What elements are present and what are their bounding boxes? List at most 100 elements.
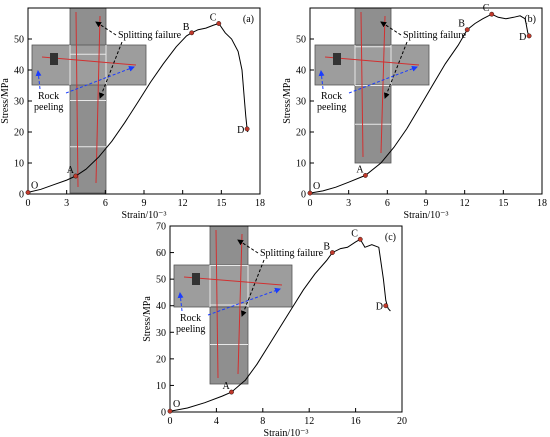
annotation-splitting-failure: Splitting failure bbox=[260, 248, 324, 259]
y-tick-label: 40 bbox=[156, 301, 166, 312]
point-label-c: C bbox=[483, 3, 490, 14]
point-label-a: A bbox=[356, 164, 364, 175]
y-tick-label: 40 bbox=[296, 66, 306, 77]
y-tick-label: 60 bbox=[156, 248, 166, 259]
x-tick-label: 0 bbox=[26, 198, 31, 209]
annotation-rock-peeling: Rock peeling bbox=[176, 313, 205, 335]
peeling-arrow bbox=[35, 70, 42, 90]
x-tick-label: 9 bbox=[424, 198, 429, 209]
y-tick-label: 0 bbox=[301, 190, 306, 201]
peeling-arrow bbox=[65, 65, 135, 94]
y-tick-label: 50 bbox=[296, 35, 306, 46]
point-label-a: A bbox=[222, 381, 230, 392]
specimen-photo bbox=[173, 225, 293, 385]
x-axis-title: Strain/10⁻³ bbox=[264, 428, 309, 437]
x-tick-label: 0 bbox=[308, 198, 313, 209]
peeling-spot bbox=[333, 53, 341, 65]
point-label-a: A bbox=[67, 165, 75, 176]
y-tick-label: 10 bbox=[156, 381, 166, 392]
peeling-arrow bbox=[207, 287, 281, 316]
x-tick-label: 12 bbox=[178, 198, 188, 209]
crack-trace bbox=[183, 276, 283, 286]
point-marker-b bbox=[329, 250, 335, 255]
peeling-arrow bbox=[348, 65, 418, 94]
crack-trace bbox=[215, 229, 243, 379]
y-tick-label: 30 bbox=[296, 97, 306, 108]
point-marker-o bbox=[25, 190, 31, 195]
x-tick-label: 0 bbox=[168, 416, 173, 427]
y-tick-label: 0 bbox=[19, 190, 24, 201]
point-marker-a bbox=[73, 173, 79, 179]
y-tick-label: 50 bbox=[156, 275, 166, 286]
point-label-d: D bbox=[237, 125, 244, 136]
peeling-arrow bbox=[318, 70, 325, 90]
plot-frame bbox=[169, 225, 403, 413]
specimen-photo bbox=[31, 7, 147, 194]
peeling-arrow bbox=[177, 292, 184, 312]
x-tick-label: 15 bbox=[216, 198, 226, 209]
point-label-o: O bbox=[31, 180, 38, 191]
x-tick-label: 15 bbox=[498, 198, 508, 209]
y-tick-label: 50 bbox=[14, 35, 24, 46]
y-tick-label: 20 bbox=[156, 354, 166, 365]
y-tick-label: 20 bbox=[14, 128, 24, 139]
point-label-b: B bbox=[183, 22, 190, 33]
x-tick-label: 3 bbox=[346, 198, 351, 209]
x-tick-label: 9 bbox=[142, 198, 147, 209]
crack-trace bbox=[75, 11, 101, 188]
annotation-rock-peeling: Rock peeling bbox=[317, 91, 346, 113]
annotation-rock-peeling: Rock peeling bbox=[34, 91, 63, 113]
x-tick-label: 20 bbox=[397, 416, 407, 427]
peeling-spot bbox=[50, 53, 58, 65]
point-label-o: O bbox=[313, 181, 320, 192]
panel-label: (c) bbox=[385, 232, 396, 243]
point-marker-c bbox=[489, 11, 495, 17]
y-tick-label: 40 bbox=[14, 66, 24, 77]
point-marker-a bbox=[363, 172, 368, 178]
x-tick-label: 12 bbox=[304, 416, 314, 427]
x-tick-label: 4 bbox=[214, 416, 219, 427]
peeling-spot bbox=[192, 273, 200, 285]
splitting-arrow bbox=[384, 41, 408, 99]
x-tick-label: 18 bbox=[537, 198, 547, 209]
point-marker-a bbox=[229, 389, 234, 395]
specimen-photo-row bbox=[173, 264, 293, 308]
splitting-arrow bbox=[95, 21, 117, 36]
point-marker-b bbox=[189, 30, 195, 36]
point-label-c: C bbox=[351, 228, 358, 239]
splitting-arrow bbox=[241, 259, 265, 317]
y-tick-label: 10 bbox=[14, 159, 24, 170]
y-axis-title: Stress/MPa bbox=[282, 78, 293, 124]
point-label-c: C bbox=[210, 13, 217, 24]
point-marker-d bbox=[526, 33, 532, 39]
annotation-splitting-failure: Splitting failure bbox=[118, 30, 182, 41]
splitting-arrow bbox=[237, 239, 259, 254]
y-tick-label: 30 bbox=[14, 97, 24, 108]
point-label-b: B bbox=[458, 19, 465, 30]
splitting-arrow bbox=[99, 41, 123, 99]
point-label-b: B bbox=[323, 242, 330, 253]
point-marker-o bbox=[167, 408, 173, 414]
x-tick-label: 16 bbox=[351, 416, 361, 427]
stress-strain-curve bbox=[27, 22, 249, 193]
crack-trace bbox=[360, 11, 386, 158]
specimen-photo-row bbox=[314, 44, 430, 86]
stress-strain-curve bbox=[309, 13, 530, 194]
y-axis-title: Stress/MPa bbox=[142, 296, 153, 342]
panel-label: (b) bbox=[524, 14, 536, 25]
x-tick-label: 6 bbox=[385, 198, 390, 209]
splitting-arrow bbox=[380, 21, 402, 36]
point-label-d: D bbox=[376, 302, 383, 313]
point-label-d: D bbox=[519, 32, 526, 43]
point-marker-o bbox=[307, 190, 313, 196]
point-marker-d bbox=[244, 126, 250, 132]
y-tick-label: 20 bbox=[296, 128, 306, 139]
point-marker-d bbox=[383, 303, 389, 309]
annotation-splitting-failure: Splitting failure bbox=[403, 30, 467, 41]
y-tick-label: 10 bbox=[296, 159, 306, 170]
point-marker-c bbox=[357, 236, 363, 242]
y-tick-label: 0 bbox=[161, 408, 166, 419]
panel-label: (a) bbox=[243, 14, 254, 25]
y-tick-label: 30 bbox=[156, 328, 166, 339]
